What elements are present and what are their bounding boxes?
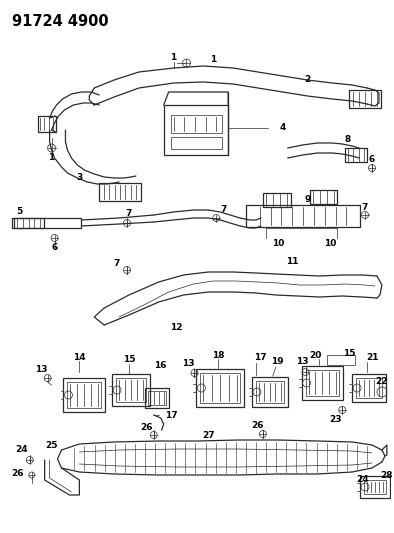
Bar	[67, 382, 101, 408]
Text: 15: 15	[343, 349, 355, 358]
Text: 26: 26	[252, 422, 264, 431]
Text: 17: 17	[254, 353, 266, 362]
Text: 16: 16	[154, 360, 167, 369]
Bar	[99, 183, 141, 201]
Text: 2: 2	[305, 76, 310, 85]
Text: 10: 10	[271, 239, 284, 248]
Bar	[197, 369, 244, 407]
Text: 7: 7	[114, 259, 120, 268]
Text: 1: 1	[210, 55, 216, 64]
Text: 22: 22	[375, 377, 388, 386]
Text: 23: 23	[329, 416, 342, 424]
Bar	[305, 370, 339, 396]
Text: 20: 20	[309, 351, 322, 359]
Text: 91724 4900: 91724 4900	[12, 14, 108, 29]
Text: 15: 15	[123, 356, 135, 365]
Text: 11: 11	[286, 257, 299, 266]
Bar	[256, 381, 284, 403]
Bar	[310, 190, 337, 204]
Text: 6: 6	[52, 244, 58, 253]
Text: 9: 9	[304, 196, 311, 205]
Bar	[171, 115, 222, 133]
Bar	[345, 148, 367, 162]
Text: 26: 26	[141, 423, 153, 432]
Text: 5: 5	[17, 207, 23, 216]
Text: 4: 4	[279, 124, 286, 133]
Bar	[171, 137, 222, 149]
Bar	[246, 205, 360, 227]
Text: 1: 1	[48, 154, 55, 163]
Text: 28: 28	[381, 471, 393, 480]
Bar	[201, 373, 240, 403]
Bar	[63, 378, 105, 412]
Bar	[116, 378, 146, 402]
Bar	[364, 480, 386, 494]
Text: 13: 13	[35, 366, 48, 375]
Text: 17: 17	[165, 410, 178, 419]
Bar	[327, 355, 355, 365]
Text: 1: 1	[171, 53, 177, 62]
Text: 25: 25	[45, 440, 58, 449]
Bar	[349, 90, 381, 108]
Bar	[263, 193, 291, 207]
Text: 27: 27	[202, 432, 215, 440]
Text: 26: 26	[11, 470, 24, 479]
Bar	[145, 388, 169, 408]
Text: 13: 13	[182, 359, 195, 367]
Bar	[38, 116, 56, 132]
Text: 18: 18	[212, 351, 225, 359]
Text: 3: 3	[76, 174, 82, 182]
Text: 13: 13	[296, 358, 309, 367]
Text: 10: 10	[324, 239, 336, 248]
Text: 21: 21	[366, 353, 378, 362]
Text: 7: 7	[362, 203, 368, 212]
Text: 6: 6	[369, 156, 375, 165]
Text: 19: 19	[271, 358, 284, 367]
Bar	[360, 476, 390, 498]
Bar	[301, 366, 343, 400]
Text: 12: 12	[170, 322, 183, 332]
Bar	[112, 374, 150, 406]
Bar	[352, 374, 386, 402]
Text: 7: 7	[126, 208, 132, 217]
Bar	[14, 218, 44, 228]
Bar	[252, 377, 288, 407]
Text: 7: 7	[220, 206, 227, 214]
Bar	[148, 391, 165, 405]
Bar	[356, 378, 382, 398]
Text: 24: 24	[356, 475, 368, 484]
Bar	[164, 105, 228, 155]
Text: 14: 14	[73, 352, 85, 361]
Text: 8: 8	[344, 135, 350, 144]
Text: 24: 24	[15, 446, 28, 455]
